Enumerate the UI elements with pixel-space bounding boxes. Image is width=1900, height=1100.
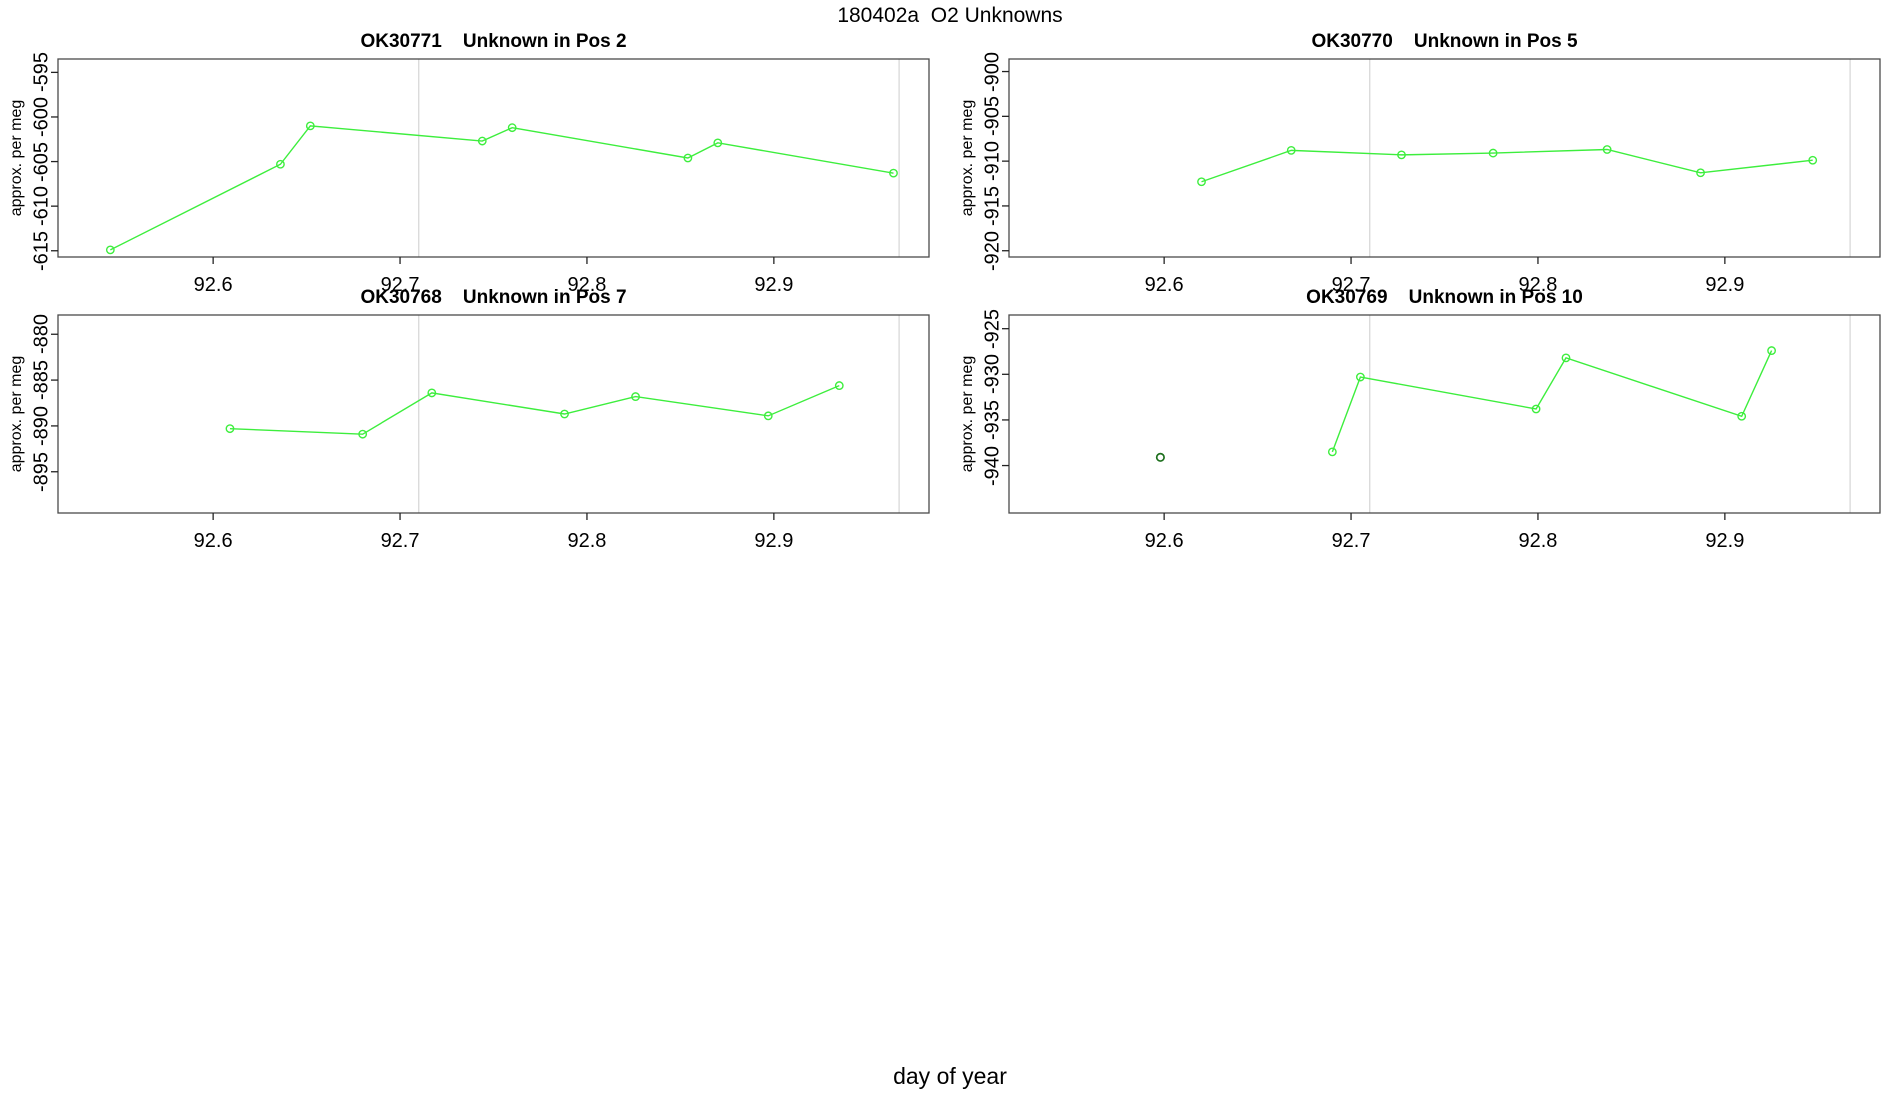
data-point <box>1767 346 1776 355</box>
data-point <box>1397 150 1406 160</box>
x-tick-label: 92.6 <box>1144 274 1184 296</box>
x-tick-label: 92.8 <box>567 530 607 552</box>
panel-title: OK30770 Unknown in Pos 5 <box>1311 31 1578 52</box>
y-tick-label: -910 <box>981 141 1004 182</box>
x-tick-label: 92.7 <box>380 274 420 296</box>
data-point <box>1602 145 1612 154</box>
x-tick-label: 92.7 <box>1331 274 1371 296</box>
panel-title: OK30768 Unknown in Pos 7 <box>360 287 627 308</box>
data-point <box>683 153 693 163</box>
x-tick-label: 92.9 <box>754 274 794 296</box>
y-tick-label: -615 <box>30 230 53 271</box>
x-tick-label: 92.8 <box>1518 530 1558 552</box>
y-tick-label: -880 <box>30 314 53 355</box>
data-point <box>1327 447 1337 457</box>
panel-box <box>1008 58 1881 258</box>
data-point <box>305 121 315 131</box>
isolated-data-point <box>1155 452 1165 462</box>
data-point <box>477 136 487 146</box>
y-tick-label: -935 <box>981 399 1004 440</box>
data-line <box>229 384 840 435</box>
y-tick-label: -940 <box>981 445 1004 486</box>
x-tick-label: 92.7 <box>1331 530 1371 552</box>
x-tick-label: 92.8 <box>1518 274 1558 296</box>
data-point <box>1808 155 1818 165</box>
data-line <box>1201 148 1813 183</box>
data-point <box>105 245 115 255</box>
data-point <box>1286 145 1296 155</box>
panel-box <box>1008 314 1881 514</box>
y-tick-label: -930 <box>981 354 1004 395</box>
data-point <box>507 123 517 133</box>
x-tick-label: 92.8 <box>567 274 607 296</box>
data-point <box>631 392 640 401</box>
x-tick-label: 92.9 <box>1705 530 1745 552</box>
data-point <box>889 168 898 178</box>
data-point <box>763 411 773 421</box>
panel-box <box>57 314 930 514</box>
y-tick-label: -885 <box>30 360 53 401</box>
x-tick-label: 92.6 <box>193 274 233 296</box>
x-axis-label: day of year <box>893 1063 1007 1089</box>
y-axis-label: approx. per meg <box>8 99 25 217</box>
y-tick-label: -890 <box>30 405 53 446</box>
y-tick-label: -895 <box>30 451 53 492</box>
y-tick-label: -610 <box>30 186 53 227</box>
data-line <box>1331 350 1773 453</box>
data-point <box>713 138 723 148</box>
figure-title: 180402a O2 Unknowns <box>837 4 1063 27</box>
y-tick-label: -920 <box>981 230 1004 271</box>
y-tick-label: -905 <box>981 96 1004 137</box>
data-point <box>1355 372 1365 382</box>
data-point <box>1197 177 1206 187</box>
x-tick-label: 92.6 <box>1144 530 1184 552</box>
y-tick-label: -605 <box>30 141 53 182</box>
data-point <box>1561 353 1571 363</box>
data-point <box>427 388 437 398</box>
data-point <box>560 409 569 419</box>
data-point <box>225 424 235 434</box>
y-axis-label: approx. per meg <box>959 355 976 473</box>
data-point <box>1696 168 1705 178</box>
panel-box <box>57 58 930 258</box>
panel-title: OK30771 Unknown in Pos 2 <box>360 31 627 52</box>
y-tick-label: -925 <box>981 308 1004 349</box>
x-tick-label: 92.9 <box>754 530 794 552</box>
y-tick-label: -595 <box>30 52 53 93</box>
data-point <box>1531 404 1541 414</box>
data-point <box>1737 411 1747 421</box>
data-line <box>110 125 894 251</box>
x-tick-label: 92.7 <box>380 530 420 552</box>
data-point <box>1488 148 1498 158</box>
x-tick-label: 92.9 <box>1705 274 1745 296</box>
y-tick-label: -600 <box>30 96 53 137</box>
y-tick-label: -915 <box>981 185 1004 226</box>
y-tick-label: -900 <box>981 51 1004 92</box>
y-axis-label: approx. per meg <box>959 99 976 217</box>
data-point <box>834 381 844 390</box>
x-tick-label: 92.6 <box>193 530 233 552</box>
y-axis-label: approx. per meg <box>8 355 25 473</box>
panel-title: OK30769 Unknown in Pos 10 <box>1306 287 1583 308</box>
data-point <box>276 159 285 169</box>
data-point <box>358 429 368 439</box>
